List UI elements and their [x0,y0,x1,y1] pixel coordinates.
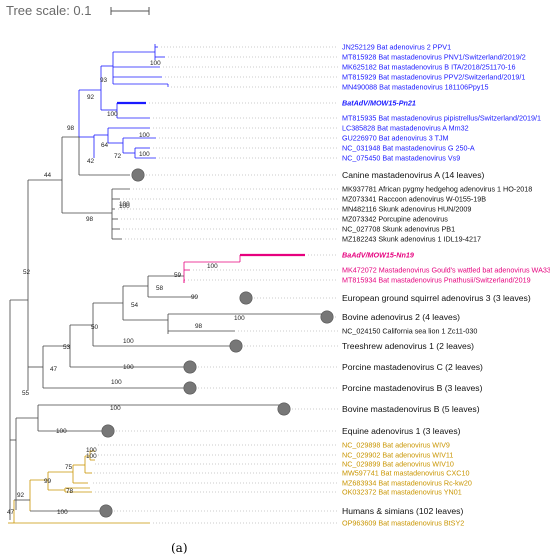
leaf-label: MT815929 Bat mastadenovirus PPV2/Switzer… [342,73,525,82]
bootstrap-value: 100 [107,111,118,118]
bootstrap-value: 100 [139,132,150,139]
bootstrap-value: 44 [44,172,52,179]
leaf-label: NC_027708 Skunk adenovirus PB1 [342,225,455,234]
leaf-label: Bovine mastadenovirus B (5 leaves) [342,404,480,414]
collapsed-node-marker [277,402,291,416]
leaf-label: Equine adenovirus 1 (3 leaves) [342,426,461,436]
bootstrap-value: 42 [87,158,95,165]
leader-dots [91,46,338,524]
bootstrap-value: 100 [111,379,122,386]
bootstrap-value: 52 [23,269,31,276]
leaf-label: NC_031948 Bat mastadenovirus G 250-A [342,144,475,153]
bootstrap-value: 92 [17,492,25,499]
collapsed-node-marker [101,424,115,438]
leaf-label: MK472072 Mastadenovirus Gould's wattled … [342,266,550,275]
collapsed-node-marker [183,360,197,374]
bootstrap-value: 98 [67,125,75,132]
bootstrap-value: 53 [63,344,71,351]
leaf-label: GU226970 Bat adenovirus 3 TJM [342,134,449,143]
bootstrap-value: 98 [86,216,94,223]
leaf-label: NC_024150 California sea lion 1 Zc11-030 [342,327,477,336]
leaf-label: MT815934 Bat mastadenovirus Pnathusii/Sw… [342,276,531,285]
leaf-label: Treeshrew adenovirus 1 (2 leaves) [342,341,474,351]
bootstrap-value: 100 [150,60,161,67]
bootstrap-value: 100 [123,364,134,371]
leaf-label: NC_029898 Bat adenovirus WIV9 [342,441,450,450]
leaf-label: Canine mastadenovirus A (14 leaves) [342,170,484,180]
bootstrap-value: 100 [119,201,130,208]
bootstrap-value: 100 [119,203,130,210]
bootstrap-value: 92 [87,94,95,101]
leaf-label: Bovine adenovirus 2 (4 leaves) [342,312,460,322]
bootstrap-value: 100 [139,151,150,158]
bootstrap-value: 99 [44,478,52,485]
bootstrap-value: 50 [91,324,99,331]
bootstrap-value: 58 [156,285,164,292]
bootstrap-value: 59 [174,272,182,279]
leaf-label: LC385828 Bat mastadenovirus A Mm32 [342,124,469,133]
bootstrap-value: 72 [114,153,122,160]
leaf-label: MK937781 African pygmy hedgehog adenovir… [342,185,532,194]
leaf-label: MT815928 Bat mastadenovirus PNV1/Switzer… [342,53,526,62]
figure-caption: (a) [171,541,188,555]
leaf-label: NC_029902 Bat adenovirus WIV11 [342,451,453,460]
bootstrap-value: 100 [234,315,245,322]
leaf-label: MZ182243 Skunk adenovirus 1 IDL19-4217 [342,235,481,244]
leaf-label: MK625182 Bat mastadenovirus B ITA/2018/2… [342,63,516,72]
bootstrap-values: 1009392100981006410042724410098100100595… [7,60,245,516]
bootstrap-value: 75 [65,464,73,471]
leaf-label: MZ683934 Bat mastadenovirus Rc-kw20 [342,479,472,488]
collapsed-clade-nodes [99,168,334,518]
leaf-label: NC_075450 Bat mastadenovirus Vs9 [342,154,460,163]
bootstrap-value: 98 [195,323,203,330]
leaf-label: MN482116 Skunk adenovirus HUN/2009 [342,205,471,214]
tree-branches [8,44,327,524]
leaf-label: Humans & simians (102 leaves) [342,506,463,516]
collapsed-node-marker [320,310,334,324]
tree-scale-title: Tree scale: 0.1 [6,3,92,18]
bootstrap-value: 54 [131,302,139,309]
bootstrap-value: 100 [123,338,134,345]
leaf-label: BatAdV/MOW15-Pn21 [342,99,416,108]
bootstrap-value: 100 [86,447,97,454]
leaf-label: MZ073341 Raccoon adenovirus W-0155-19B [342,195,486,204]
bootstrap-value: 100 [86,453,97,460]
bootstrap-value: 100 [57,509,68,516]
bootstrap-value: 100 [56,428,67,435]
leaf-label: OP963609 Bat mastadenovirus BtSY2 [342,519,464,528]
leaf-label: JN252129 Bat adenovirus 2 PPV1 [342,43,451,52]
tree-scale-bar [110,7,150,15]
collapsed-node-marker [229,339,243,353]
collapsed-node-marker [131,168,145,182]
bootstrap-value: 100 [110,405,121,412]
bootstrap-value: 100 [207,263,218,270]
leaf-label: NC_029899 Bat adenovirus WIV10 [342,460,454,469]
leaf-label: MN490088 Bat mastadenovirus 181106Ppy15 [342,83,489,92]
leaf-label: MZ073342 Porcupine adenovirus [342,215,448,224]
bootstrap-value: 64 [101,142,109,149]
bootstrap-value: 78 [66,488,74,495]
leaf-label: OK032372 Bat mastadenovirus YN01 [342,488,462,497]
collapsed-node-marker [183,381,197,395]
leaf-label: BaAdV/MOW15-Nn19 [342,251,414,260]
leaf-label: MW597741 Bat mastadenovirus CXC10 [342,469,469,478]
leaf-label: Porcine mastadenovirus B (3 leaves) [342,383,483,393]
leaf-label: Porcine mastadenovirus C (2 leaves) [342,362,483,372]
bootstrap-value: 47 [50,366,58,373]
bootstrap-value: 55 [22,390,30,397]
bootstrap-value: 99 [191,294,199,301]
leaf-label: MT815935 Bat mastadenovirus pipistrellus… [342,114,541,123]
collapsed-node-marker [99,504,113,518]
collapsed-node-marker [239,291,253,305]
leaf-label: European ground squirrel adenovirus 3 (3… [342,293,531,303]
bootstrap-value: 47 [7,509,15,516]
bootstrap-value: 93 [100,77,108,84]
